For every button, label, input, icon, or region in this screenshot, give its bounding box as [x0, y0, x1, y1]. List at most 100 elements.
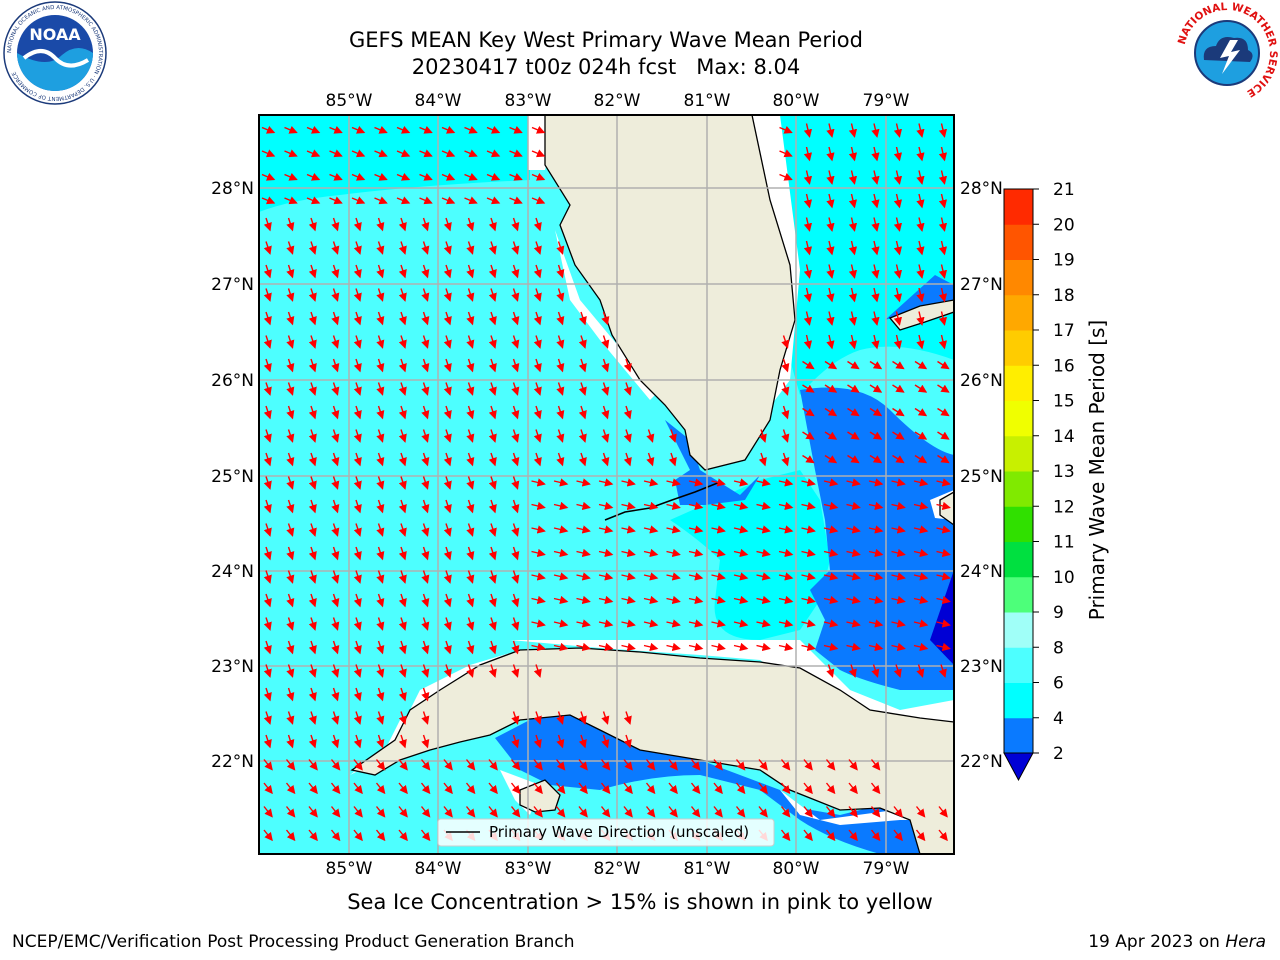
wave-arrow	[308, 499, 317, 514]
wave-arrow	[871, 664, 880, 678]
wave-arrow	[578, 759, 588, 771]
wave-arrow	[286, 593, 295, 608]
wave-arrow	[936, 642, 951, 652]
lat-tick-left: 22°N	[211, 752, 254, 772]
wave-arrow	[803, 287, 813, 303]
wave-arrow	[353, 687, 362, 702]
wave-arrow	[578, 782, 588, 795]
wave-arrow	[488, 476, 497, 490]
wave-arrow	[553, 501, 569, 511]
wave-arrow	[576, 595, 591, 605]
wave-arrow	[733, 595, 749, 605]
wave-arrow	[893, 664, 902, 678]
wave-arrow	[780, 759, 791, 771]
wave-arrow	[398, 499, 407, 514]
colorbar-tick-label: 6	[1053, 674, 1064, 694]
wave-arrow	[892, 384, 905, 393]
colorbar-tick-label: 20	[1053, 215, 1075, 235]
wave-arrow	[869, 454, 883, 464]
wave-arrow	[486, 149, 501, 158]
wave-arrow	[868, 548, 884, 558]
wave-arrow	[778, 501, 794, 511]
wave-arrow	[284, 149, 298, 158]
wave-arrow	[578, 405, 587, 420]
wave-arrow	[553, 525, 569, 534]
wave-arrow	[308, 241, 317, 255]
wave-arrow	[916, 123, 925, 138]
wave-arrow	[556, 311, 565, 326]
wave-arrow	[331, 711, 340, 725]
wave-arrow	[376, 734, 385, 749]
wave-arrow	[576, 501, 591, 511]
wave-arrow	[621, 619, 636, 628]
wave-arrow	[376, 499, 385, 514]
wave-arrow	[576, 548, 591, 558]
wave-arrow	[869, 431, 883, 440]
wave-arrow	[263, 546, 272, 561]
wave-arrow	[871, 217, 880, 232]
wave-arrow	[374, 196, 388, 205]
wave-arrow	[376, 288, 385, 302]
wave-arrow	[803, 264, 813, 279]
wave-arrow	[443, 782, 453, 795]
wave-arrow	[779, 149, 793, 158]
wave-arrow	[398, 734, 407, 749]
wave-arrow	[666, 642, 681, 652]
colorbar-tick-label: 13	[1053, 462, 1075, 482]
wave-arrow	[868, 595, 884, 605]
wave-arrow	[556, 405, 565, 420]
wave-arrow	[713, 806, 723, 818]
wave-arrow	[823, 525, 839, 534]
wave-arrow	[756, 548, 771, 558]
colorbar-segment	[1004, 294, 1033, 331]
wave-arrow	[802, 360, 815, 370]
wave-arrow	[802, 384, 815, 393]
wave-arrow	[803, 782, 813, 795]
wave-arrow	[869, 384, 883, 393]
wave-arrow	[286, 499, 295, 514]
wave-arrow	[263, 734, 272, 749]
wave-arrow	[690, 782, 701, 795]
wave-arrow	[733, 572, 749, 581]
colorbar: 2 4 6 8 9 10 11 12 13 14 15 16 17 18 19 20 21	[1003, 180, 1075, 782]
wave-arrow	[916, 264, 925, 279]
wave-arrow	[441, 172, 456, 181]
wave-arrow	[331, 546, 340, 561]
wave-arrow	[688, 595, 704, 605]
colorbar-label: Primary Wave Mean Period [s]	[1085, 320, 1109, 621]
wave-arrow	[598, 548, 614, 558]
wave-arrow	[666, 478, 681, 487]
footer-date-text: 19 Apr 2023 on	[1088, 932, 1220, 952]
wave-arrow	[756, 595, 771, 605]
wave-arrow	[848, 334, 858, 350]
wave-arrow	[308, 335, 317, 349]
wave-arrow	[643, 525, 659, 534]
wave-arrow	[848, 806, 858, 818]
wave-arrow	[823, 501, 839, 511]
lon-tick-bottom: 81°W	[684, 859, 731, 879]
wave-arrow	[823, 548, 839, 558]
lat-tick-right: 26°N	[960, 371, 1003, 391]
wave-arrow	[553, 572, 569, 581]
wave-arrow	[331, 288, 340, 302]
wave-arrow	[376, 217, 385, 232]
wave-arrow	[398, 782, 408, 795]
wave-arrow	[826, 146, 835, 162]
wave-arrow	[893, 193, 903, 209]
colorbar-tick-label: 9	[1053, 603, 1064, 623]
wave-arrow	[621, 501, 636, 511]
wave-arrow	[398, 476, 407, 490]
lat-tick-left: 27°N	[211, 275, 254, 295]
lat-tick-right: 22°N	[960, 752, 1003, 772]
wave-arrow	[778, 548, 794, 558]
wave-arrow	[756, 572, 771, 581]
wave-arrow	[846, 572, 861, 581]
noaa-logo-text: NOAA	[29, 25, 81, 44]
wave-arrow	[286, 546, 295, 561]
wave-arrow	[601, 358, 610, 373]
wave-arrow	[466, 382, 475, 396]
wave-arrow	[331, 664, 340, 678]
lat-tick-left: 26°N	[211, 371, 254, 391]
wave-arrow	[531, 501, 546, 511]
wave-arrow	[801, 595, 816, 605]
